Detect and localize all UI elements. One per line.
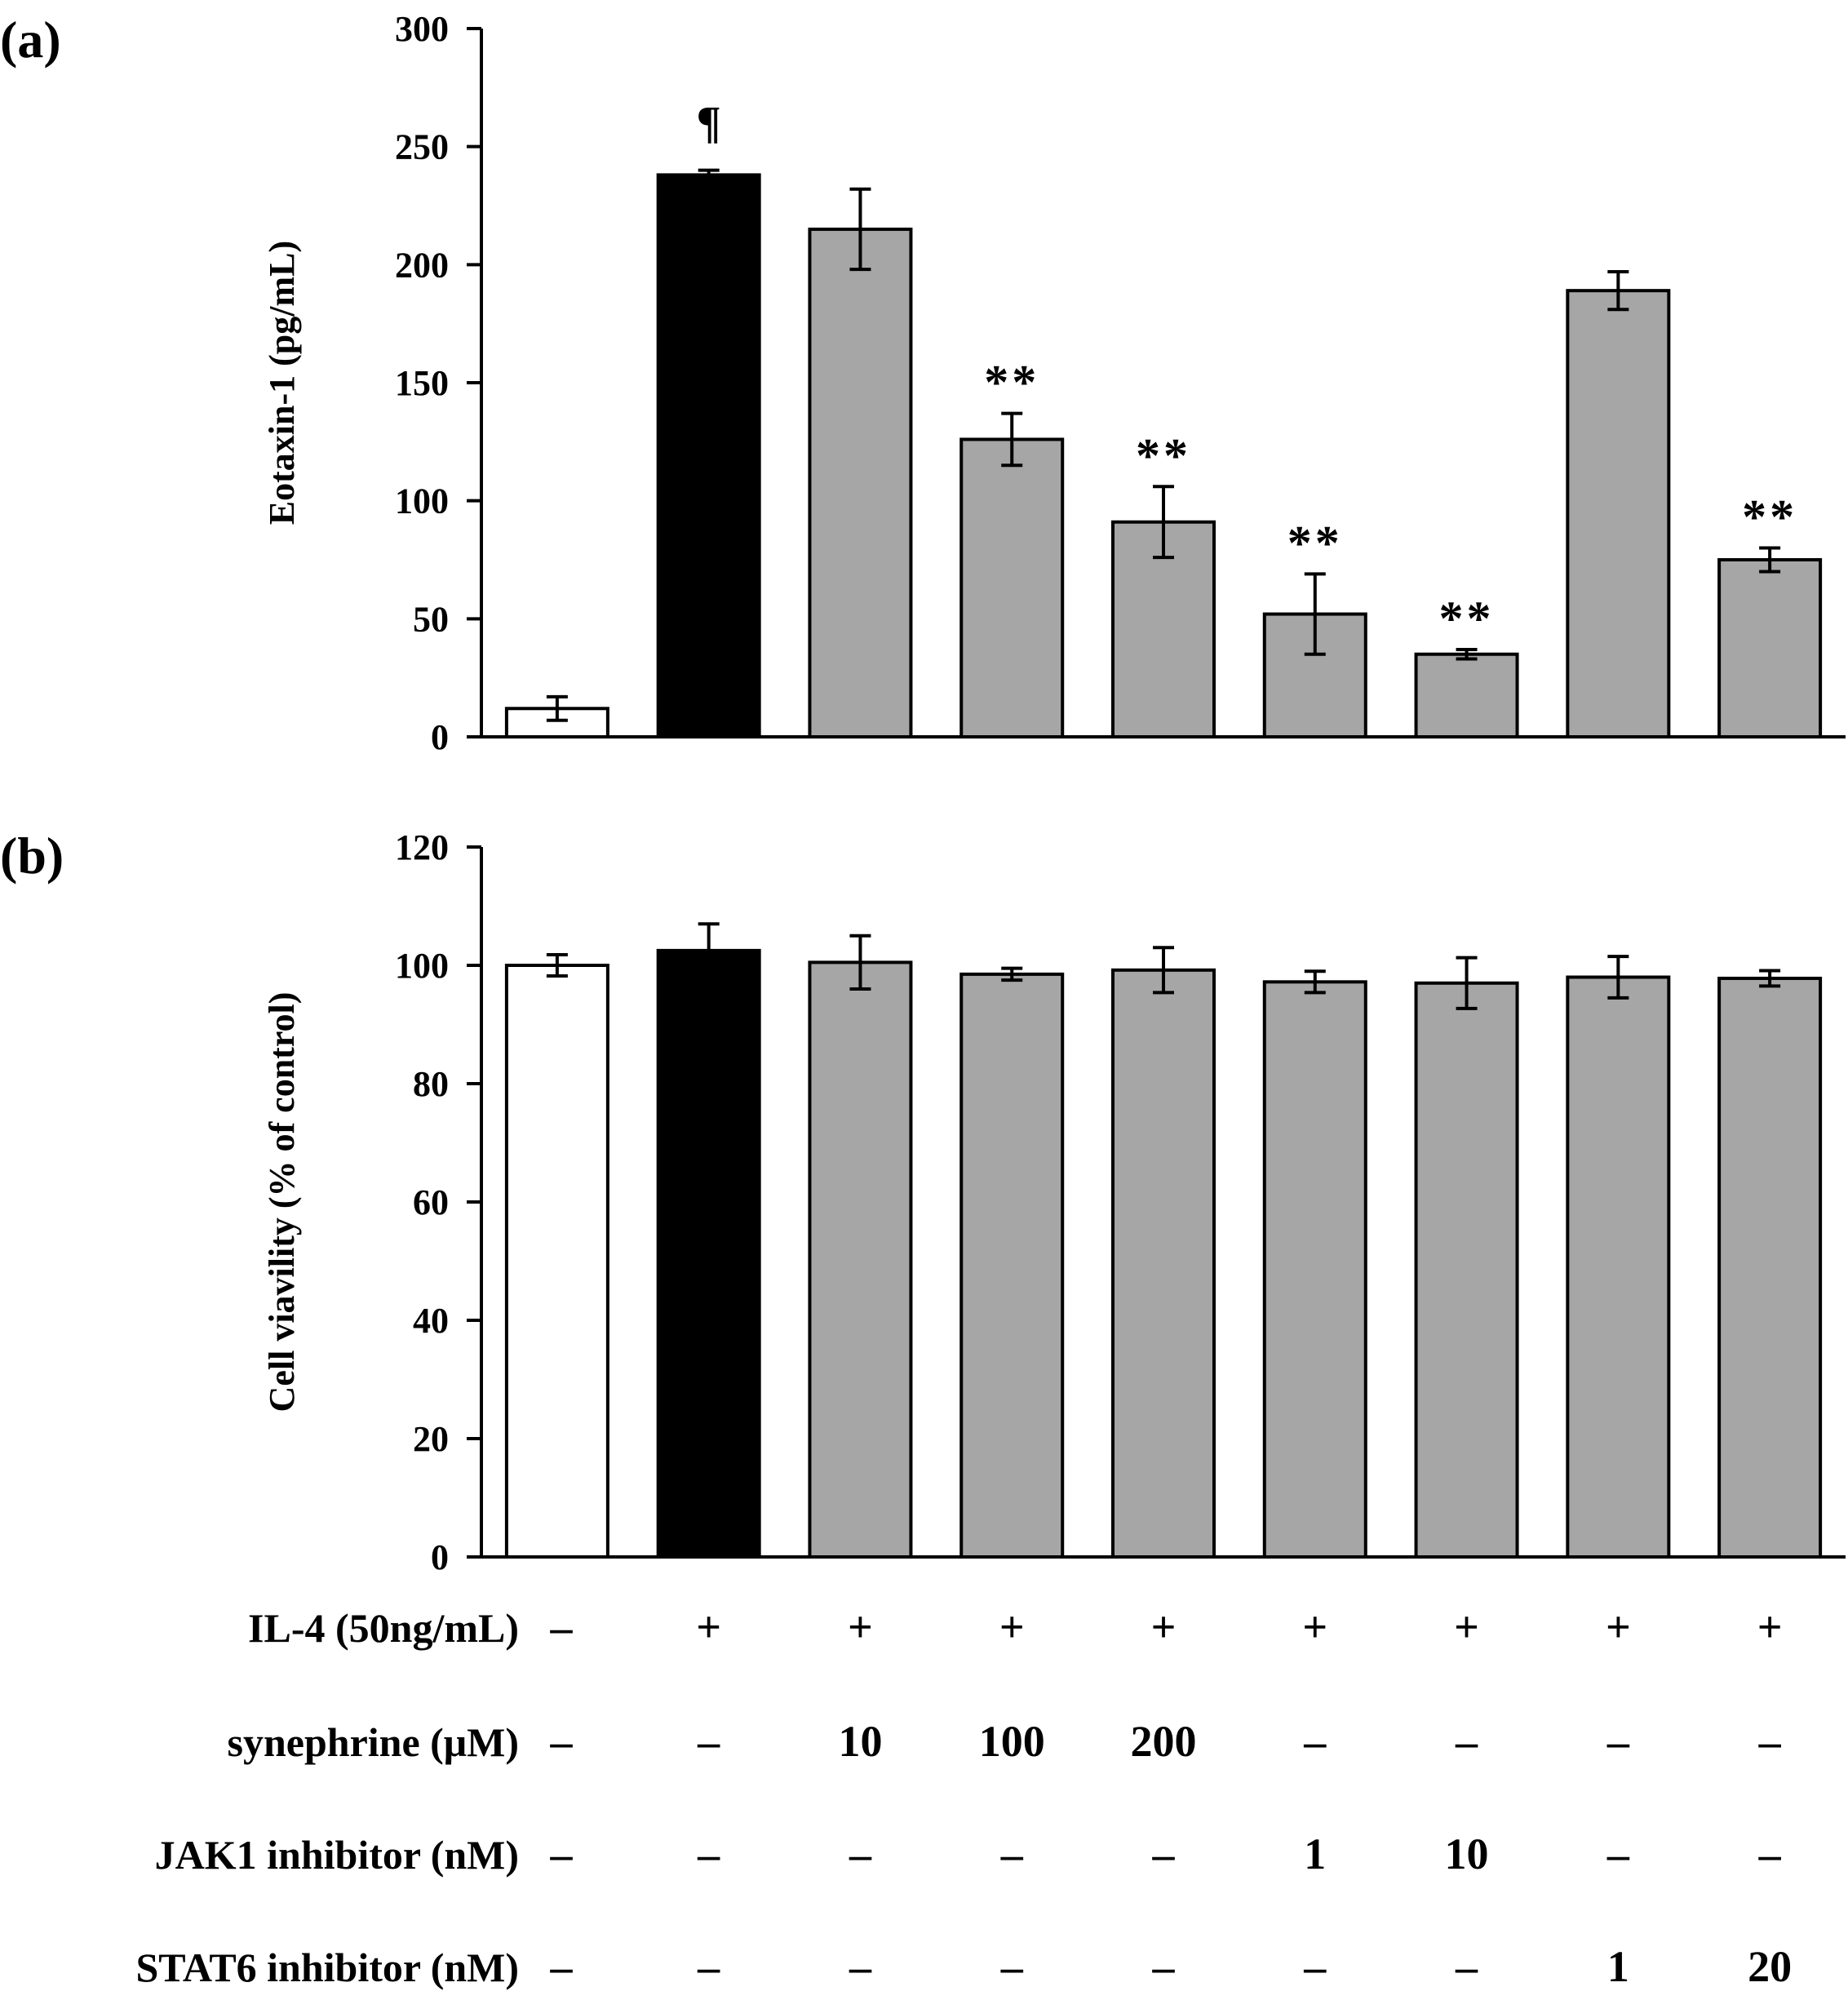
y-axis-label: Cell viavility (% of control) <box>262 992 302 1413</box>
bar <box>959 972 1065 1559</box>
condition-cell: – <box>550 1717 574 1766</box>
condition-cell: – <box>1303 1942 1327 1991</box>
condition-cell: – <box>550 1829 574 1878</box>
condition-row-label: IL-4 (50ng/mL) <box>248 1605 519 1651</box>
condition-cell: – <box>550 1603 574 1652</box>
bar <box>1566 975 1671 1559</box>
condition-cell: – <box>1000 1829 1024 1878</box>
condition-row-label: JAK1 inhibitor (nM) <box>155 1832 519 1878</box>
condition-cell: 10 <box>838 1717 882 1766</box>
bar <box>1414 981 1519 1559</box>
condition-cell: – <box>1455 1717 1478 1766</box>
condition-row-label: synephrine (μM) <box>228 1719 520 1765</box>
bar <box>656 173 761 739</box>
y-tick-label: 60 <box>413 1182 449 1222</box>
y-tick-label: 100 <box>395 481 449 521</box>
bar <box>1566 289 1671 739</box>
condition-cell: 1 <box>1607 1942 1629 1991</box>
condition-cell: – <box>550 1942 574 1991</box>
bar <box>504 964 609 1559</box>
y-tick-label: 50 <box>413 599 449 639</box>
bar <box>1111 968 1216 1559</box>
y-tick-label: 120 <box>395 827 449 867</box>
significance-annotation: ¶ <box>697 98 721 149</box>
significance-annotation: ** <box>984 356 1039 410</box>
condition-cell: + <box>1757 1603 1783 1652</box>
y-tick-label: 20 <box>413 1419 449 1459</box>
condition-cell: – <box>1455 1942 1478 1991</box>
significance-annotation: ** <box>1439 592 1495 645</box>
condition-cell: – <box>849 1942 872 1991</box>
panel-b-viability-chart: (b) Cell viavility (% of control) 0 20 40 60 8… <box>0 827 1846 1577</box>
bar <box>808 960 913 1559</box>
condition-cell: + <box>1151 1603 1177 1652</box>
condition-cell: + <box>696 1603 721 1652</box>
condition-cell: – <box>1152 1829 1176 1878</box>
y-tick-label: 250 <box>395 127 449 167</box>
bar <box>959 437 1065 738</box>
condition-cell: 20 <box>1748 1942 1792 1991</box>
condition-cell: + <box>848 1603 873 1652</box>
bar <box>808 227 913 738</box>
bar <box>1414 652 1519 739</box>
condition-cell: – <box>849 1829 872 1878</box>
condition-cell: – <box>1758 1717 1782 1766</box>
condition-cell: 100 <box>979 1717 1045 1766</box>
condition-cell: 1 <box>1304 1829 1326 1878</box>
y-tick-label: 150 <box>395 363 449 403</box>
condition-cell: + <box>1606 1603 1631 1652</box>
condition-cell: – <box>697 1942 720 1991</box>
condition-cell: – <box>1303 1717 1327 1766</box>
significance-annotation: ** <box>1136 428 1191 482</box>
conditions-table: IL-4 (50ng/mL) – + + + + + + + +synephrine (μM) – –… <box>135 1603 1792 1991</box>
bar <box>1717 558 1823 738</box>
condition-cell: + <box>999 1603 1025 1652</box>
condition-cell: 200 <box>1131 1717 1197 1766</box>
y-tick-label: 300 <box>395 9 449 49</box>
y-tick-label: 40 <box>413 1301 449 1341</box>
condition-cell: 10 <box>1445 1829 1489 1878</box>
condition-cell: + <box>1454 1603 1479 1652</box>
bar <box>1262 980 1367 1559</box>
y-tick-label: 100 <box>395 946 449 986</box>
y-tick-label: 200 <box>395 245 449 285</box>
y-tick-label: 80 <box>413 1064 449 1104</box>
bar <box>1717 976 1823 1559</box>
y-tick-label: 0 <box>431 717 449 757</box>
panel-label: (a) <box>0 11 61 69</box>
significance-annotation: ** <box>1742 490 1797 544</box>
panel-label: (b) <box>0 827 64 885</box>
condition-row-label: STAT6 inhibitor (nM) <box>135 1945 519 1990</box>
condition-cell: – <box>1000 1942 1024 1991</box>
y-tick-label: 0 <box>431 1537 449 1577</box>
condition-cell: – <box>1606 1829 1630 1878</box>
condition-cell: – <box>1606 1717 1630 1766</box>
condition-cell: – <box>697 1829 720 1878</box>
condition-cell: – <box>697 1717 720 1766</box>
panel-a-eotaxin-chart: (a) Eotaxin-1 (pg/mL) 0 50 100 150 200 250 300 ¶ *… <box>0 9 1846 757</box>
bar <box>656 948 761 1559</box>
y-axis-label: Eotaxin-1 (pg/mL) <box>262 241 302 525</box>
condition-cell: + <box>1302 1603 1327 1652</box>
condition-cell: – <box>1758 1829 1782 1878</box>
condition-cell: – <box>1152 1942 1176 1991</box>
significance-annotation: ** <box>1287 516 1343 570</box>
